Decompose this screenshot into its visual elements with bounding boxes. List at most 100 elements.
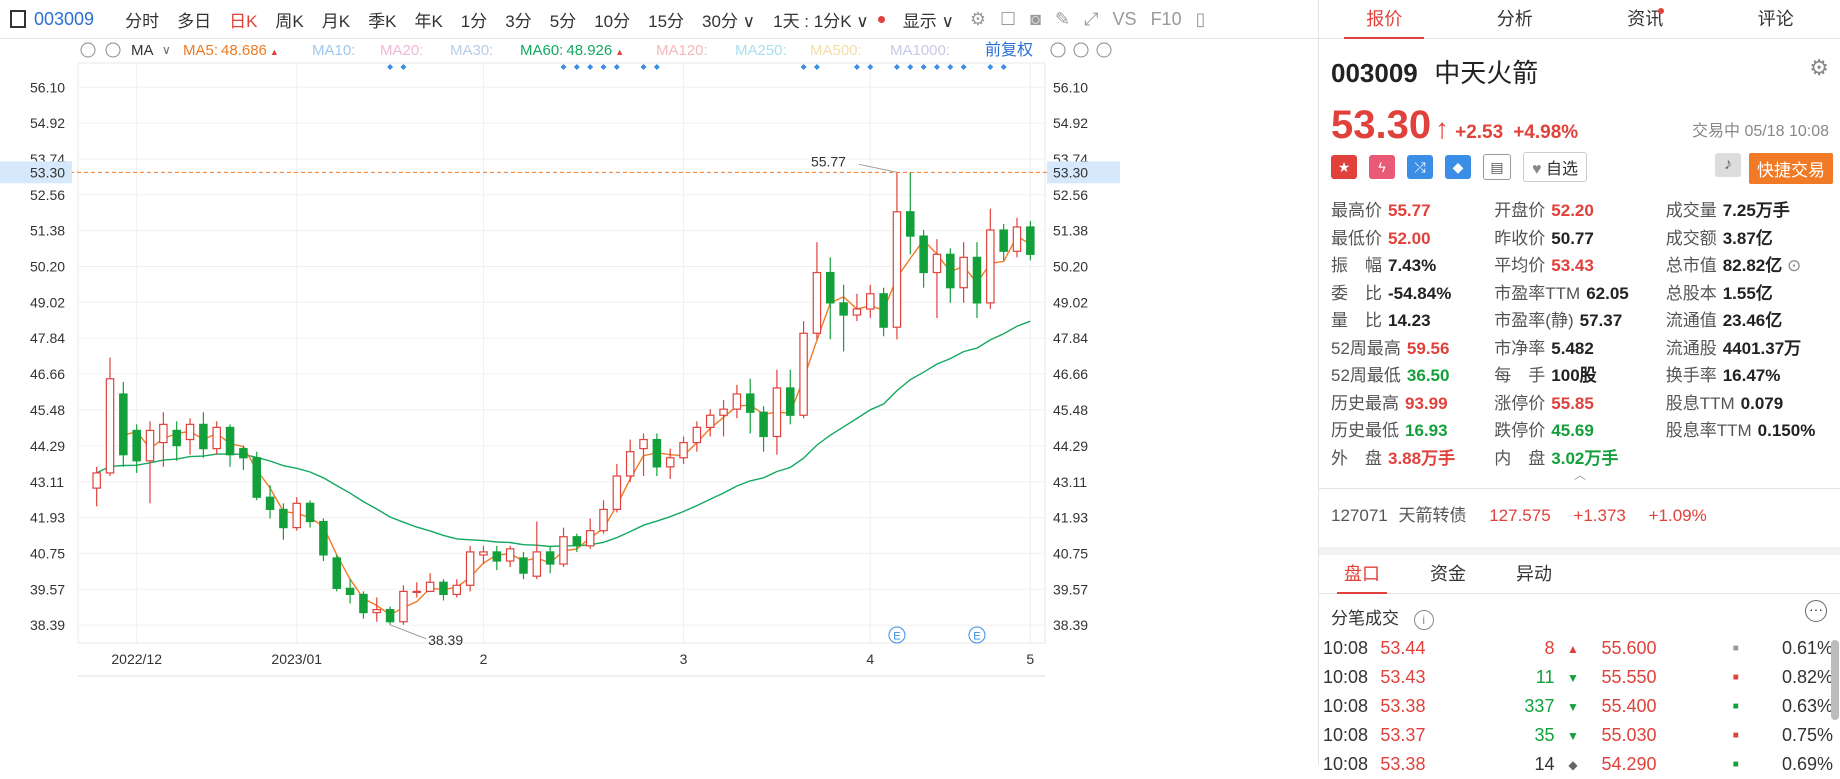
toolbar-stock-code[interactable]: 003009 <box>34 9 94 30</box>
candle-body <box>320 522 327 555</box>
candle <box>733 385 740 418</box>
event-marker-label: E <box>893 631 900 643</box>
kline-chart-area[interactable]: MA∨MA5:48.686▲MA10:MA20:MA30:MA60:48.926… <box>0 38 1318 765</box>
timeframe-tab-0[interactable]: 分时 <box>125 7 159 32</box>
candle-body <box>587 531 594 546</box>
timeframe-tab-6[interactable]: 年K <box>414 7 442 32</box>
kline-chart[interactable]: MA∨MA5:48.686▲MA10:MA20:MA30:MA60:48.926… <box>0 38 1318 765</box>
timeframe-tab-12[interactable]: 30分 ∨ <box>702 7 755 32</box>
timeframe-tab-11[interactable]: 15分 <box>648 7 684 32</box>
quote-panel: 报价分析资讯评论 003009 中天火箭 ⚙ 53.30 ↑ +2.53 +4.… <box>1318 0 1840 765</box>
event-marker-label: E <box>973 631 980 643</box>
tick-scrollbar[interactable] <box>1831 640 1839 720</box>
candle <box>466 546 473 592</box>
timeframe-tab-3[interactable]: 周K <box>275 7 303 32</box>
info-icon[interactable]: i <box>1414 610 1434 630</box>
y-tick-left: 56.10 <box>30 79 65 95</box>
tick-title: 分笔成交 <box>1331 609 1399 628</box>
current-price-label-right: 53.30 <box>1053 164 1088 180</box>
collapse-chevron-icon[interactable]: ︿ <box>1319 470 1840 480</box>
candle <box>947 248 954 303</box>
panel-toggle-icon[interactable]: ▯ <box>1196 9 1206 30</box>
candle <box>747 379 754 434</box>
y-tick-left: 51.38 <box>30 223 65 239</box>
multi-day-selector[interactable]: 1天 : 1分K ∨ <box>773 7 869 32</box>
timeframe-tab-9[interactable]: 5分 <box>550 7 576 32</box>
signal-marker <box>614 64 620 70</box>
timeframe-tab-10[interactable]: 10分 <box>594 7 630 32</box>
candle-body <box>893 212 900 327</box>
candle <box>693 421 700 451</box>
fullscreen-icon[interactable]: ⤢ <box>1084 9 1098 30</box>
candle <box>907 172 914 254</box>
market-cap-info-icon[interactable]: ⊙ <box>1782 256 1801 275</box>
candle-body <box>520 558 527 573</box>
y-tick-left: 46.66 <box>30 366 65 382</box>
display-menu[interactable]: 显示 ∨ <box>903 7 954 32</box>
panel-settings-icon[interactable]: ⚙ <box>1809 55 1829 81</box>
quote-value: 14.23 <box>1388 311 1431 330</box>
timeframe-tab-4[interactable]: 月K <box>322 7 350 32</box>
y-tick-right: 45.48 <box>1053 402 1088 418</box>
quick-trade-button[interactable]: 快捷交易 <box>1749 153 1833 184</box>
add-watchlist-button[interactable]: ♥ 自选 <box>1523 152 1587 182</box>
ma-legend-item: MA5:48.686▲ <box>183 42 279 59</box>
quote-label: 市盈率(静) <box>1494 311 1573 330</box>
quote-tab-3[interactable]: 评论 <box>1711 0 1840 38</box>
china-flag-icon[interactable]: ★ <box>1331 155 1357 179</box>
order-book-tab-0[interactable]: 盘口 <box>1319 555 1405 593</box>
camera-icon[interactable]: ◙ <box>1030 9 1041 30</box>
timeframe-tab-8[interactable]: 3分 <box>505 7 531 32</box>
more-icon[interactable]: ··· <box>1805 600 1827 622</box>
timeframe-tab-2[interactable]: 日K <box>229 7 257 32</box>
order-book-tab-2[interactable]: 异动 <box>1491 555 1577 593</box>
candle <box>827 257 834 339</box>
candle-body <box>693 427 700 442</box>
candles <box>93 172 1034 624</box>
tag-icon[interactable]: ◆ <box>1445 155 1471 179</box>
candle-body <box>426 582 433 591</box>
adjust-mode-button[interactable]: 前复权 <box>985 41 1033 59</box>
quote-label: 最高价 <box>1331 201 1382 220</box>
lightning-icon[interactable]: ϟ <box>1369 155 1395 179</box>
candle <box>1000 224 1007 260</box>
tick-pct: 0.63% <box>1768 696 1833 717</box>
candle-body <box>106 379 113 473</box>
candle-body <box>253 458 260 497</box>
candle <box>560 528 567 567</box>
y-tick-left: 38.39 <box>30 617 65 633</box>
tick-vol: 35 <box>1464 725 1555 746</box>
sidebar-toggle-icon[interactable] <box>10 10 26 28</box>
vs-button[interactable]: VS <box>1113 9 1137 30</box>
timeframe-tab-7[interactable]: 1分 <box>461 7 487 32</box>
quote-label: 每 手 <box>1494 366 1545 385</box>
quote-label: 股息TTM <box>1666 394 1735 413</box>
order-book-tab-1[interactable]: 资金 <box>1405 555 1491 593</box>
quote-tab-0[interactable]: 报价 <box>1319 0 1450 38</box>
f10-button[interactable]: F10 <box>1151 9 1182 30</box>
convertible-bond-row[interactable]: 127071 天箭转债 127.575 +1.373 +1.09% <box>1319 488 1840 537</box>
quote-tab-1[interactable]: 分析 <box>1450 0 1581 38</box>
checkbox-icon[interactable]: ☐ <box>1000 9 1016 30</box>
bell-icon[interactable]: ♪ <box>1715 153 1741 177</box>
candle <box>320 518 327 561</box>
quote-value: 36.50 <box>1407 366 1450 385</box>
timeframe-tab-1[interactable]: 多日 <box>177 7 211 32</box>
quote-tab-2[interactable]: 资讯 <box>1580 0 1711 38</box>
current-price-label-left: 53.30 <box>30 164 65 180</box>
settings-gear-icon[interactable]: ⚙ <box>970 9 986 30</box>
candle <box>160 412 167 467</box>
ma-legend-label: MA500: <box>810 42 862 59</box>
document-icon[interactable]: ▤ <box>1483 154 1511 180</box>
pen-icon[interactable]: ✎ <box>1055 9 1070 30</box>
shuffle-icon[interactable]: ⤮ <box>1407 155 1433 179</box>
bond-change: +1.373 <box>1573 506 1625 525</box>
quote-value: 3.88万手 <box>1388 449 1455 468</box>
timeframe-tab-5[interactable]: 季K <box>368 7 396 32</box>
